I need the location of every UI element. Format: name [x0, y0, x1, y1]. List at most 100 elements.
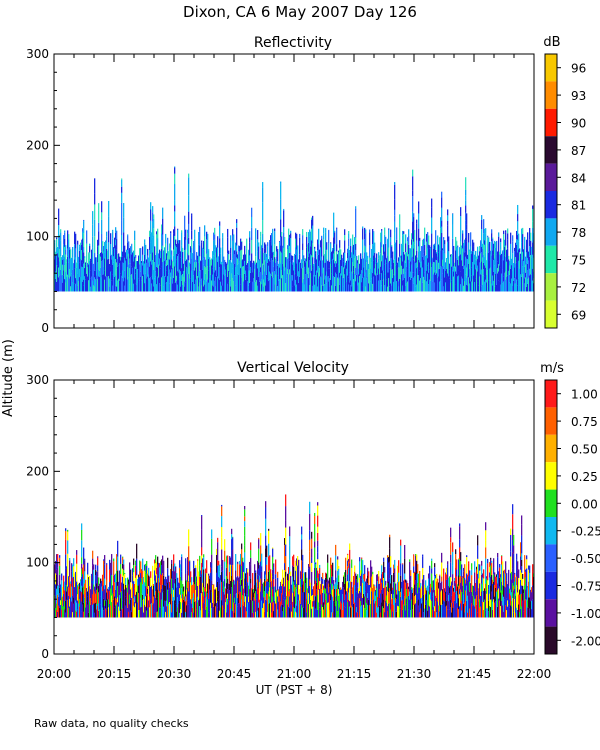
data-cell — [201, 278, 203, 286]
data-cell — [290, 589, 292, 604]
data-cell — [477, 535, 479, 541]
data-cell — [311, 538, 313, 549]
data-cell — [346, 591, 348, 608]
data-cell — [152, 216, 154, 222]
data-cell — [184, 601, 186, 618]
data-cell — [376, 605, 378, 613]
data-cell — [79, 589, 81, 600]
data-cell — [86, 591, 88, 602]
data-cell — [144, 604, 146, 618]
data-cell — [91, 262, 93, 277]
data-cell — [104, 258, 106, 271]
data-cell — [82, 238, 84, 253]
data-cell — [376, 581, 378, 589]
data-cell — [232, 229, 234, 236]
data-cell — [136, 599, 138, 618]
data-cell — [173, 277, 175, 292]
data-cell — [108, 230, 110, 243]
data-cell — [69, 560, 71, 577]
data-cell — [319, 260, 321, 268]
data-cell — [493, 574, 495, 582]
data-cell — [262, 247, 264, 264]
data-cell — [525, 577, 527, 590]
data-cell — [279, 267, 281, 280]
data-cell — [174, 235, 176, 251]
data-cell — [375, 264, 377, 276]
data-cell — [289, 260, 291, 270]
data-cell — [357, 582, 359, 588]
data-cell — [165, 611, 167, 618]
data-cell — [292, 576, 294, 593]
data-cell — [244, 545, 246, 553]
data-cell — [434, 262, 436, 273]
data-cell — [198, 286, 200, 292]
data-cell — [460, 216, 462, 229]
data-cell — [256, 262, 258, 274]
data-cell — [435, 259, 437, 271]
data-cell — [202, 558, 204, 568]
data-cell — [519, 285, 521, 292]
data-cell — [255, 264, 257, 282]
data-cell — [148, 257, 150, 263]
data-cell — [58, 257, 60, 268]
data-cell — [511, 579, 513, 587]
data-cell — [472, 262, 474, 280]
data-cell — [444, 240, 446, 245]
data-cell — [374, 586, 376, 592]
data-cell — [112, 264, 114, 270]
data-cell — [126, 249, 128, 259]
data-cell — [187, 557, 189, 560]
data-cell — [102, 274, 104, 292]
data-cell — [464, 239, 466, 246]
data-cell — [504, 586, 506, 600]
data-cell — [331, 576, 333, 584]
data-cell — [429, 279, 431, 292]
data-cell — [430, 599, 432, 618]
data-cell — [206, 269, 208, 282]
data-cell — [90, 278, 92, 287]
data-cell — [60, 229, 62, 233]
data-cell — [112, 250, 114, 265]
data-cell — [492, 579, 494, 584]
data-cell — [105, 257, 107, 267]
data-cell — [377, 264, 379, 275]
data-cell — [413, 213, 415, 218]
data-cell — [60, 605, 62, 618]
data-cell — [490, 606, 492, 618]
data-cell — [384, 612, 386, 618]
data-cell — [138, 610, 140, 618]
data-cell — [98, 231, 100, 246]
data-cell — [127, 266, 129, 280]
data-cell — [238, 275, 240, 292]
data-cell — [174, 200, 176, 206]
data-cell — [57, 554, 59, 562]
data-cell — [158, 562, 160, 567]
data-cell — [406, 252, 408, 267]
data-cell — [513, 269, 515, 281]
data-cell — [450, 585, 452, 601]
data-cell — [151, 249, 153, 265]
data-cell — [244, 506, 246, 510]
data-cell — [360, 586, 362, 593]
data-cell — [453, 271, 455, 277]
data-cell — [81, 568, 83, 577]
data-cell — [135, 577, 137, 595]
data-cell — [387, 256, 389, 273]
data-cell — [479, 276, 481, 292]
data-cell — [518, 278, 520, 286]
data-cell — [404, 278, 406, 292]
data-cell — [114, 596, 116, 608]
data-cell — [422, 256, 424, 268]
data-cell — [158, 253, 160, 259]
data-cell — [443, 588, 445, 601]
data-cell — [140, 260, 142, 272]
data-cell — [179, 269, 181, 278]
data-cell — [54, 607, 56, 618]
data-cell — [268, 582, 270, 592]
data-cell — [64, 246, 66, 257]
data-cell — [323, 285, 325, 292]
data-cell — [220, 596, 222, 608]
data-cell — [465, 200, 467, 206]
data-cell — [527, 269, 529, 280]
data-cell — [307, 260, 309, 274]
